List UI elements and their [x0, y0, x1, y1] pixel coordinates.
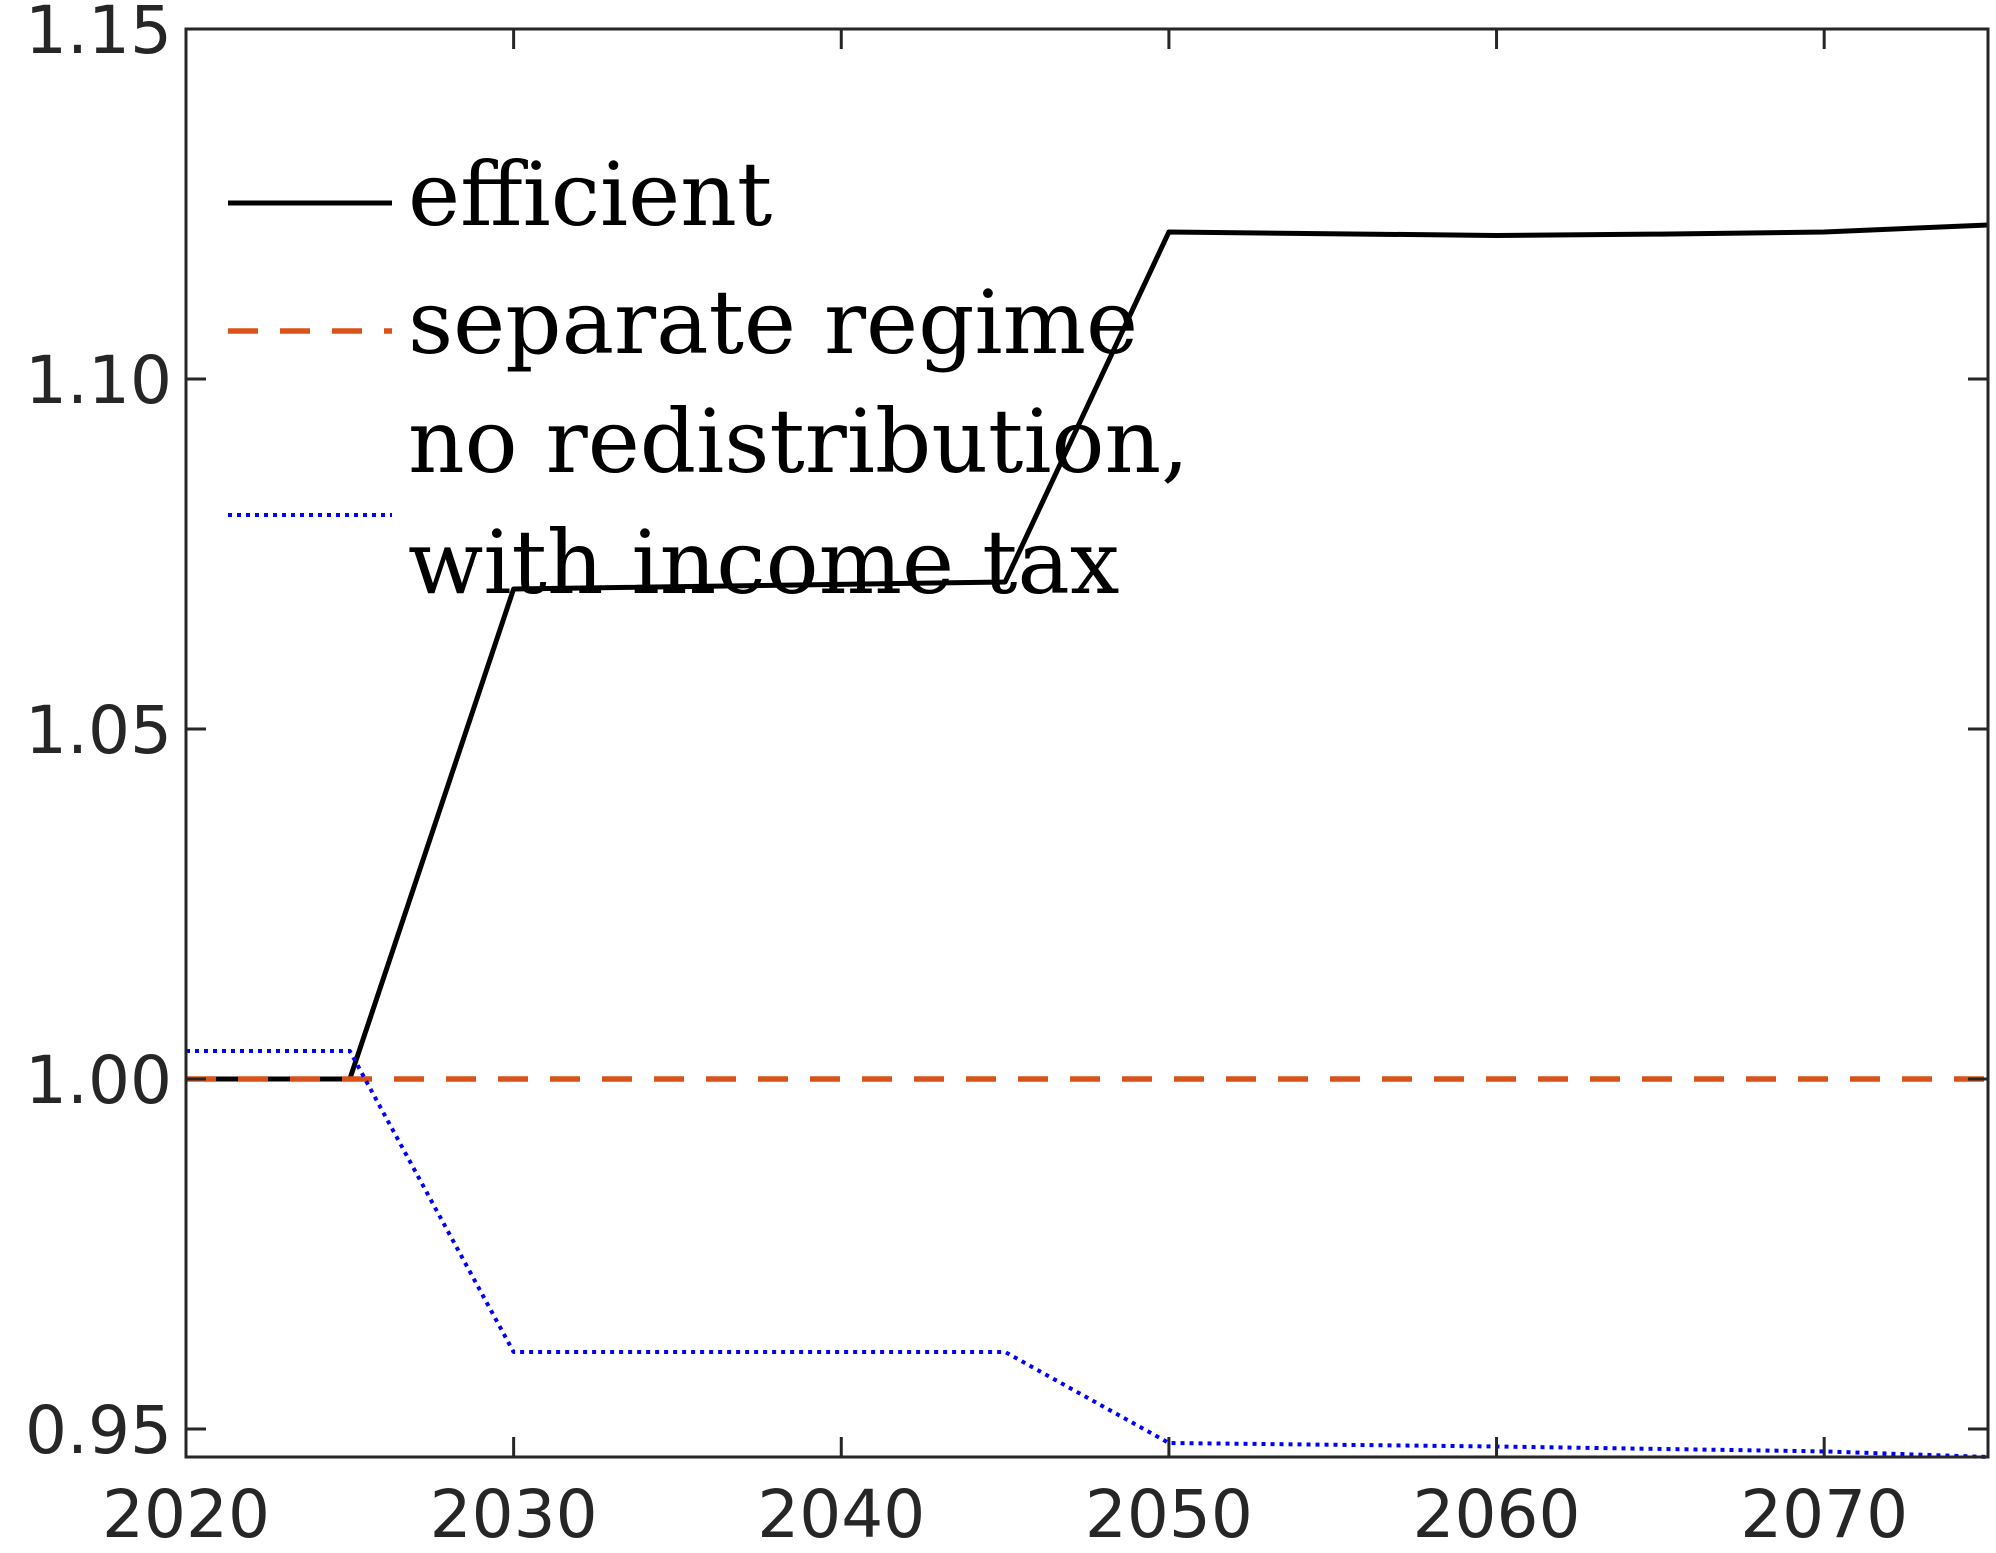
legend-entry-2: no redistribution, with income tax [228, 390, 1189, 614]
x-tick-labels: 2020 2030 2040 2050 2060 2070 [102, 1476, 1908, 1553]
legend-label: efficient [408, 143, 772, 246]
legend-entry-0: efficient [228, 143, 772, 246]
legend: efficient separate regime no redistributio… [228, 143, 1189, 614]
series-layer [186, 222, 1989, 1459]
axes-box [184, 27, 1990, 1459]
legend-label: separate regime [408, 271, 1138, 374]
y-tick-label: 1.10 [25, 342, 172, 419]
y-tick-label: 1.15 [25, 0, 172, 69]
legend-label: with income tax [408, 511, 1120, 614]
x-tick-label: 2050 [1085, 1476, 1253, 1553]
legend-entry-1: separate regime [228, 271, 1138, 374]
x-tick-label: 2020 [102, 1476, 270, 1553]
legend-label: no redistribution, [408, 390, 1189, 493]
x-tick-label: 2060 [1413, 1476, 1581, 1553]
y-tick-label: 1.00 [25, 1042, 172, 1119]
tick-layer [184, 27, 1988, 1457]
plot-background [186, 29, 1988, 1457]
x-tick-label: 2070 [1740, 1476, 1908, 1553]
y-tick-labels: 0.95 1.00 1.05 1.10 1.15 [25, 0, 172, 1469]
y-tick-label: 1.05 [25, 692, 172, 769]
y-tick-label: 0.95 [25, 1392, 172, 1469]
series-line-2 [186, 1049, 1989, 1459]
x-tick-label: 2030 [430, 1476, 598, 1553]
x-tick-label: 2040 [757, 1476, 925, 1553]
series-line-0 [186, 222, 1989, 1082]
